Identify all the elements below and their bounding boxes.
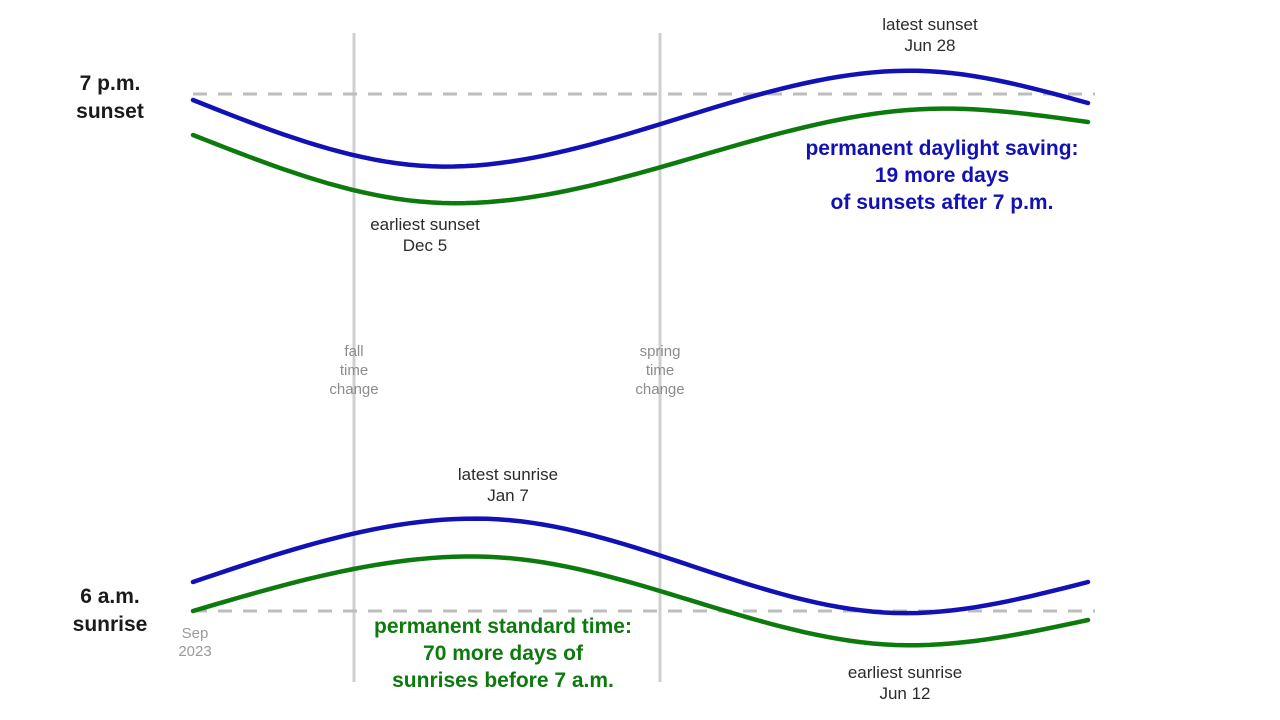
svg-text:2023: 2023 bbox=[178, 643, 211, 660]
svg-text:permanent daylight saving:: permanent daylight saving: bbox=[805, 137, 1078, 160]
svg-text:Dec 5: Dec 5 bbox=[403, 236, 447, 255]
svg-text:Jan 7: Jan 7 bbox=[487, 486, 529, 505]
svg-text:6 a.m.: 6 a.m. bbox=[80, 585, 140, 608]
svg-text:change: change bbox=[329, 381, 378, 398]
svg-text:70 more days of: 70 more days of bbox=[423, 642, 584, 665]
svg-text:sunrise: sunrise bbox=[73, 613, 148, 636]
svg-text:Jun 28: Jun 28 bbox=[904, 36, 955, 55]
svg-text:earliest sunrise: earliest sunrise bbox=[848, 663, 962, 682]
svg-text:sunrises before 7 a.m.: sunrises before 7 a.m. bbox=[392, 669, 614, 692]
svg-text:fall: fall bbox=[344, 343, 363, 360]
svg-text:time: time bbox=[646, 362, 674, 379]
svg-text:Sep: Sep bbox=[182, 625, 209, 642]
svg-text:of sunsets after 7 p.m.: of sunsets after 7 p.m. bbox=[831, 191, 1054, 214]
svg-text:change: change bbox=[635, 381, 684, 398]
svg-text:permanent standard time:: permanent standard time: bbox=[374, 615, 632, 638]
svg-text:earliest sunset: earliest sunset bbox=[370, 215, 480, 234]
svg-text:19 more days: 19 more days bbox=[875, 164, 1009, 187]
svg-text:7 p.m.: 7 p.m. bbox=[80, 72, 141, 95]
svg-text:Jun 12: Jun 12 bbox=[879, 684, 930, 703]
svg-text:latest sunset: latest sunset bbox=[882, 15, 978, 34]
svg-text:time: time bbox=[340, 362, 368, 379]
svg-text:sunset: sunset bbox=[76, 100, 144, 123]
svg-text:spring: spring bbox=[640, 343, 681, 360]
svg-text:latest sunrise: latest sunrise bbox=[458, 465, 558, 484]
